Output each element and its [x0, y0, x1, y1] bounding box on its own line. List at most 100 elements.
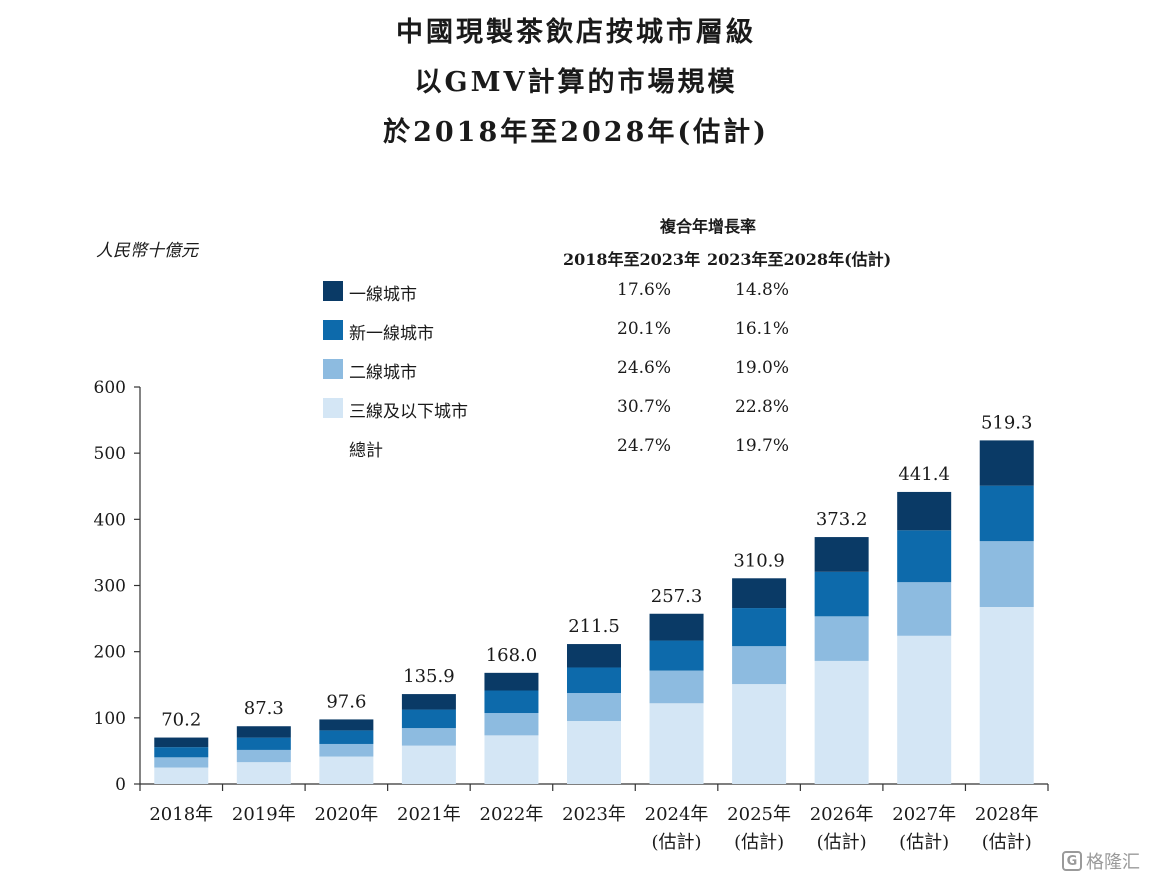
bar-segment-0-10 — [979, 607, 1034, 784]
bar-segment-0-7 — [732, 684, 787, 784]
x-tick-label-10-0: 2028年 — [975, 804, 1039, 825]
chart-title: 中國現製茶飲店按城市層級 以GMV計算的市場規模 於2018年至2028年(估計… — [0, 8, 1152, 158]
bar-segment-2-6 — [649, 640, 704, 671]
legend-row-tier2: 二線城市 24.6% 19.0% — [315, 356, 915, 384]
bar-segment-3-9 — [897, 491, 952, 531]
x-tick-label-6-1: (估計) — [652, 832, 702, 853]
bar-segment-3-0 — [154, 737, 209, 748]
y-tick-label-500: 500 — [94, 444, 126, 464]
cagr-column-header-2018-2023: 2018年至2023年 — [563, 250, 701, 269]
bar-segment-2-7 — [732, 608, 787, 647]
cagr-new-tier1-2023-2028: 16.1% — [735, 319, 790, 339]
bar-total-label-10: 519.3 — [981, 412, 1033, 433]
legend-swatch-new-tier1 — [323, 320, 343, 340]
bar-segment-0-0 — [154, 767, 209, 784]
bar-total-label-4: 168.0 — [486, 645, 538, 666]
x-tick-label-2-0: 2020年 — [314, 804, 378, 825]
cagr-tier2-2018-2023: 24.6% — [617, 358, 672, 378]
bar-segment-3-1 — [236, 726, 291, 738]
bar-segment-1-7 — [732, 646, 787, 685]
bar-segment-0-5 — [567, 721, 621, 784]
legend-swatch-tier2 — [323, 359, 343, 379]
bar-segment-1-3 — [401, 728, 456, 746]
bar-segment-1-5 — [567, 693, 621, 722]
bar-segment-1-6 — [649, 670, 704, 704]
legend-label-new-tier1: 新一線城市 — [349, 324, 434, 344]
bar-segment-2-8 — [814, 571, 869, 617]
watermark-text: 格隆汇 — [1086, 852, 1140, 873]
bar-total-label-7: 310.9 — [733, 550, 785, 571]
bar-total-label-0: 70.2 — [161, 710, 201, 731]
x-tick-label-7-1: (估計) — [734, 832, 784, 853]
bar-segment-1-10 — [979, 541, 1034, 608]
bar-segment-3-10 — [979, 440, 1034, 486]
bar-segment-0-6 — [649, 703, 704, 784]
cagr-total-2018-2023: 24.7% — [617, 436, 672, 456]
bar-segment-1-8 — [814, 616, 869, 661]
x-tick-label-9-1: (估計) — [899, 832, 949, 853]
chart-title-line-2: 以GMV計算的市場規模 — [414, 67, 738, 98]
bar-segment-2-2 — [319, 730, 374, 744]
x-tick-label-7-0: 2025年 — [727, 804, 791, 825]
cagr-tier3-below-2018-2023: 30.7% — [617, 397, 672, 417]
x-tick-label-0-0: 2018年 — [149, 804, 213, 825]
chart-title-line-3: 於2018年至2028年(估計) — [383, 117, 769, 148]
bar-segment-2-0 — [154, 747, 209, 758]
bar-segment-3-7 — [732, 578, 787, 609]
legend-swatch-tier1 — [323, 281, 343, 301]
bar-segment-0-9 — [897, 635, 952, 784]
bar-segment-3-5 — [567, 644, 621, 668]
bar-total-label-2: 97.6 — [326, 691, 366, 712]
bar-total-label-3: 135.9 — [403, 666, 455, 687]
bar-total-label-5: 211.5 — [568, 616, 620, 637]
chart-title-line-1: 中國現製茶飲店按城市層級 — [396, 17, 756, 48]
x-tick-label-8-1: (估計) — [817, 832, 867, 853]
bar-total-label-9: 441.4 — [898, 464, 950, 485]
y-tick-label-0: 0 — [115, 775, 126, 795]
bar-segment-0-2 — [319, 756, 374, 784]
y-axis-unit-label: 人民幣十億元 — [96, 241, 198, 261]
legend-swatch-tier3-below — [323, 398, 343, 418]
legend-row-tier3-below: 三線及以下城市 30.7% 22.8% — [315, 395, 915, 423]
bar-segment-1-0 — [154, 757, 209, 768]
bar-segment-3-6 — [649, 613, 704, 641]
y-tick-label-400: 400 — [94, 510, 126, 530]
bar-total-label-6: 257.3 — [651, 586, 703, 607]
bar-segment-0-1 — [236, 762, 291, 784]
bar-segment-1-1 — [236, 749, 291, 763]
watermark-logo-icon: G — [1062, 851, 1082, 871]
x-tick-label-10-1: (估計) — [982, 832, 1032, 853]
legend-label-tier2: 二線城市 — [349, 363, 417, 383]
bar-segment-1-4 — [484, 713, 539, 736]
x-tick-label-9-0: 2027年 — [892, 804, 956, 825]
bar-segment-1-9 — [897, 582, 952, 636]
y-tick-label-200: 200 — [94, 643, 126, 663]
bar-segment-2-1 — [236, 737, 291, 750]
y-tick-label-600: 600 — [94, 378, 126, 398]
bar-segment-0-8 — [814, 660, 869, 784]
watermark: G 格隆汇 — [1062, 848, 1140, 874]
bar-segment-0-3 — [401, 745, 456, 784]
x-tick-label-8-0: 2026年 — [810, 804, 874, 825]
legend-row-new-tier1: 新一線城市 20.1% 16.1% — [315, 317, 915, 345]
cagr-heading: 複合年增長率 — [660, 217, 757, 236]
legend-label-tier3-below: 三線及以下城市 — [349, 402, 468, 422]
bar-segment-3-8 — [814, 537, 869, 572]
bar-total-label-8: 373.2 — [816, 509, 868, 530]
x-tick-label-1-0: 2019年 — [232, 804, 296, 825]
bar-segment-2-4 — [484, 690, 539, 714]
bar-segment-3-4 — [484, 672, 539, 691]
legend-cagr-table: 複合年增長率 2018年至2023年 2023年至2028年(估計) 一線城市 … — [315, 206, 915, 476]
cagr-tier1-2023-2028: 14.8% — [735, 280, 790, 300]
cagr-total-2023-2028: 19.7% — [735, 436, 790, 456]
bar-segment-0-4 — [484, 735, 539, 784]
bar-segment-3-2 — [319, 719, 374, 731]
cagr-tier3-below-2023-2028: 22.8% — [735, 397, 790, 417]
bar-total-label-1: 87.3 — [244, 698, 284, 719]
y-tick-label-100: 100 — [94, 709, 126, 729]
legend-label-total: 總計 — [349, 441, 383, 461]
bar-segment-2-5 — [567, 667, 621, 694]
x-tick-label-3-0: 2021年 — [397, 804, 461, 825]
bar-segment-2-10 — [979, 485, 1034, 542]
